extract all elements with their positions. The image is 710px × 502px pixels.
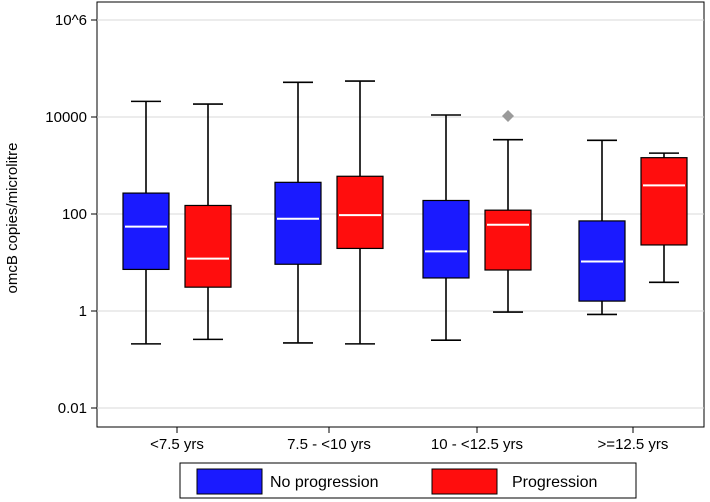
y-tick-label: 100 [62, 206, 87, 223]
y-tick-label: 0.01 [58, 400, 87, 417]
box-progression-2 [484, 109, 532, 313]
box-no-progression-2 [422, 114, 470, 341]
legend: No progression Progression [179, 462, 637, 499]
box-progression-3 [640, 152, 688, 284]
y-tick-label: 1 [79, 303, 87, 320]
box-progression-1 [336, 80, 384, 345]
iqr-box [122, 192, 170, 271]
iqr-box [184, 204, 232, 288]
y-axis-ticks: 0.01 1 100 10000 10^6 [45, 12, 97, 417]
y-axis-label: omcB copies/microlitre [4, 143, 21, 294]
box-progression-0 [184, 103, 232, 341]
x-tick-label: >=12.5 yrs [598, 436, 669, 453]
iqr-box [422, 199, 470, 279]
boxes [122, 80, 688, 345]
iqr-box [484, 209, 532, 271]
iqr-box [640, 157, 688, 246]
legend-label-progression: Progression [512, 474, 597, 491]
legend-label-no-progression: No progression [270, 474, 379, 491]
x-axis-ticks: <7.5 yrs 7.5 - <10 yrs 10 - <12.5 yrs >=12.… [150, 427, 668, 453]
y-tick-label: 10000 [45, 109, 87, 126]
x-tick-label: 7.5 - <10 yrs [287, 436, 371, 453]
box-no-progression-3 [578, 139, 626, 316]
x-tick-label: 10 - <12.5 yrs [431, 436, 523, 453]
outlier-marker [502, 109, 514, 122]
iqr-box [274, 181, 322, 265]
iqr-box [336, 175, 384, 250]
legend-swatch-no-progression [196, 468, 263, 495]
x-tick-label: <7.5 yrs [150, 436, 204, 453]
box-no-progression-0 [122, 100, 170, 345]
box-no-progression-1 [274, 81, 322, 344]
y-tick-label: 10^6 [55, 12, 87, 29]
legend-swatch-progression [431, 468, 498, 495]
grid-lines [97, 19, 704, 409]
